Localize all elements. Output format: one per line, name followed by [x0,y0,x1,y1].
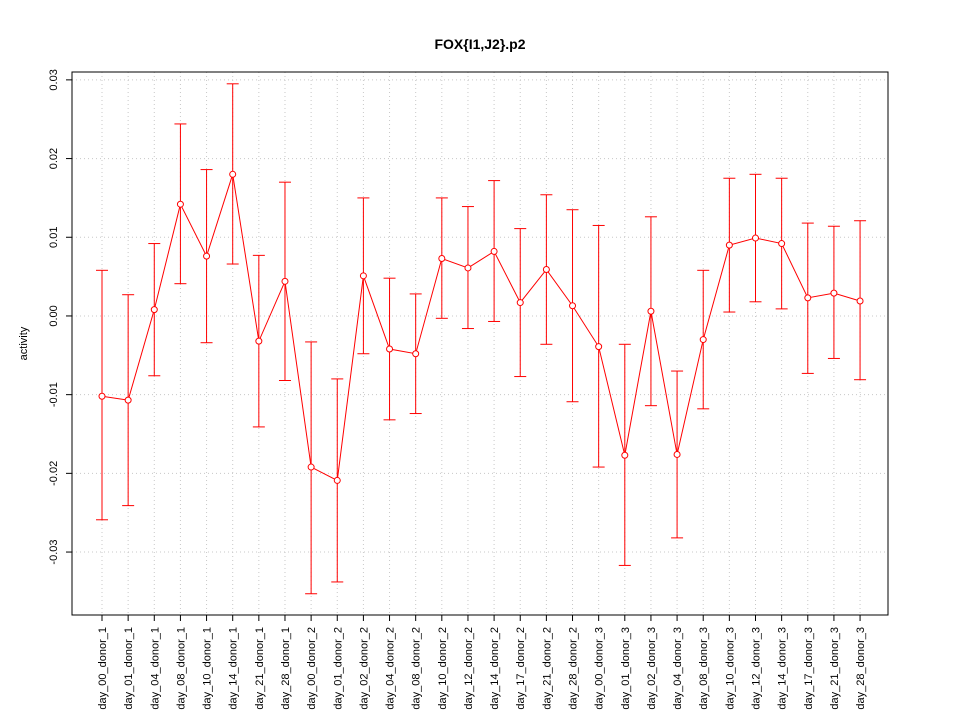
x-tick-label: day_21_donor_1 [254,627,266,710]
data-point [621,451,629,459]
x-tick-label: day_10_donor_2 [437,627,449,710]
data-point [98,392,106,400]
x-tick-label: day_08_donor_1 [175,627,187,710]
data-point [490,247,498,255]
data-point [438,255,446,263]
y-tick-label: 0.01 [48,227,60,248]
x-tick-label: day_04_donor_3 [672,627,684,710]
x-tick-label: day_01_donor_2 [332,627,344,710]
data-point [307,463,315,471]
x-tick-label: day_12_donor_2 [463,627,475,710]
y-tick-label: 0.00 [48,305,60,326]
x-tick-label: day_21_donor_2 [541,627,553,710]
x-tick-label: day_00_donor_1 [97,627,109,710]
x-tick-label: day_14_donor_3 [777,627,789,710]
chart-title: FOX{I1,J2}.p2 [434,36,525,52]
x-tick-label: day_14_donor_1 [228,627,240,710]
y-tick-label: 0.03 [48,69,60,90]
grid-layer [72,72,888,615]
data-point [569,302,577,310]
x-tick-label: day_17_donor_3 [803,627,815,710]
data-point [359,272,367,280]
x-tick-label: day_01_donor_3 [620,627,632,710]
data-point [150,306,158,314]
error-bars [96,83,867,595]
x-tick-label: day_04_donor_2 [385,627,397,710]
x-tick-label: day_00_donor_2 [306,627,318,710]
x-tick-label: day_08_donor_3 [698,627,710,710]
data-point [778,240,786,248]
data-point [647,307,655,315]
x-tick-label: day_08_donor_2 [411,627,423,710]
y-tick-label: 0.02 [48,148,60,169]
data-point [725,241,733,249]
data-point [124,396,132,404]
data-point [595,343,603,351]
y-axis-label: activity [18,326,30,360]
data-point [229,170,237,178]
data-point [176,200,184,208]
data-point [203,252,211,260]
x-tick-label: day_12_donor_3 [751,627,763,710]
x-tick-label: day_10_donor_1 [202,627,214,710]
data-point [464,264,472,272]
data-point [386,345,394,353]
data-point [333,476,341,484]
data-point [542,266,550,274]
x-tick-label: day_28_donor_3 [855,627,867,710]
x-tick-label: day_04_donor_1 [149,627,161,710]
x-tick-label: day_00_donor_3 [594,627,606,710]
y-axis: -0.03 -0.02 -0.01 0.00 0.01 0.02 0.03 [48,69,72,565]
x-axis: day_00_donor_1 day_01_donor_1 day_04_donor… [97,614,867,710]
series-line [101,174,861,482]
x-tick-label: day_01_donor_1 [123,627,135,710]
x-tick-label: day_21_donor_3 [829,627,841,710]
y-tick-label: -0.02 [48,461,60,486]
data-point [516,299,524,307]
data-points [98,170,864,484]
data-point [255,337,263,345]
data-point [673,450,681,458]
data-point [830,289,838,297]
data-point [804,294,812,302]
data-point [281,277,289,285]
x-tick-label: day_02_donor_2 [358,627,370,710]
data-point [856,297,864,305]
x-tick-label: day_02_donor_3 [646,627,658,710]
data-point [752,234,759,242]
plot-frame [71,71,889,616]
x-tick-label: day_28_donor_2 [568,627,580,710]
x-tick-label: day_28_donor_1 [280,627,292,710]
x-tick-label: day_14_donor_2 [489,627,501,710]
x-tick-label: day_17_donor_2 [515,627,527,710]
data-point [699,336,707,344]
data-point [412,350,420,358]
y-tick-label: -0.01 [48,382,60,407]
x-tick-label: day_10_donor_3 [724,627,736,710]
y-tick-label: -0.03 [48,540,60,565]
